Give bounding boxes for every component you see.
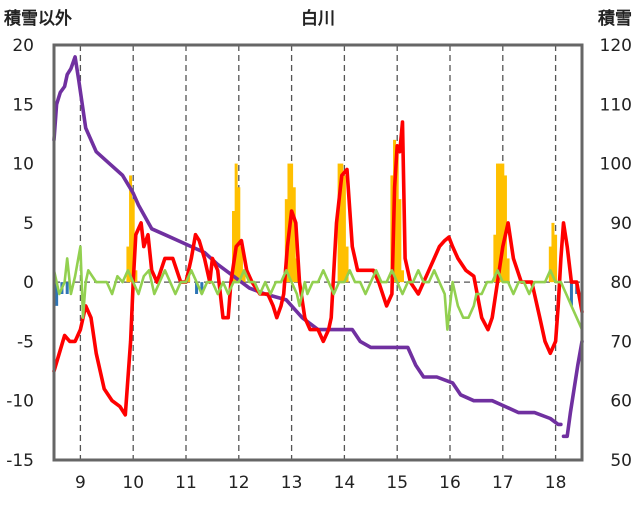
bar-s2-21 <box>395 151 399 283</box>
bar-s3-5 <box>569 282 573 306</box>
x-tick-label: 17 <box>492 473 514 493</box>
left-tick-label: 5 <box>23 214 34 234</box>
bar-s2-14 <box>295 258 299 283</box>
bar-s2-26 <box>498 163 502 283</box>
bar-s3-2 <box>65 282 69 294</box>
bar-s2-6 <box>234 163 238 283</box>
bar-s2-24 <box>493 234 497 283</box>
bar-s2-25 <box>496 163 500 283</box>
bar-s2-0 <box>126 246 130 283</box>
left-tick-label: 10 <box>12 155 34 175</box>
bar-s3-3 <box>195 282 199 294</box>
right-tick-label: 100 <box>600 155 632 175</box>
series-line-4 <box>52 120 584 417</box>
axes <box>52 43 584 462</box>
bar-s2-8 <box>239 246 243 283</box>
bar-s2-17 <box>342 175 346 283</box>
bar-s3-0 <box>55 282 59 306</box>
x-tick-label: 18 <box>545 473 567 493</box>
bar-s3-4 <box>200 282 204 294</box>
x-tick-label: 10 <box>122 473 144 493</box>
right-tick-label: 90 <box>610 214 632 234</box>
line-series <box>52 55 584 439</box>
x-tick-label: 9 <box>75 473 86 493</box>
bar-s2-22 <box>398 199 402 283</box>
right-tick-label: 120 <box>600 36 632 56</box>
right-tick-label: 70 <box>610 332 632 352</box>
bar-s2-15 <box>337 163 341 283</box>
bar-s2-7 <box>237 187 241 283</box>
bar-s2-13 <box>292 187 296 283</box>
plot-frame <box>52 43 584 462</box>
x-tick-label: 14 <box>334 473 356 493</box>
left-tick-label: -15 <box>6 451 34 471</box>
right-axis-label: 積雪 <box>598 8 632 29</box>
bar-s2-32 <box>554 234 558 283</box>
bar-s2-16 <box>340 163 344 283</box>
bar-s2-31 <box>551 222 555 283</box>
left-tick-label: 15 <box>12 95 34 115</box>
left-tick-label: -5 <box>17 332 34 352</box>
x-tick-label: 11 <box>175 473 197 493</box>
x-tick-label: 16 <box>439 473 461 493</box>
right-tick-label: 60 <box>610 392 632 412</box>
bar-s2-3 <box>134 270 138 283</box>
left-tick-label: 0 <box>23 273 34 293</box>
right-tick-label: 50 <box>610 451 632 471</box>
right-tick-label: 80 <box>610 273 632 293</box>
left-tick-label: 20 <box>12 36 34 56</box>
bar-s2-27 <box>501 163 505 283</box>
bar-s2-5 <box>232 211 236 283</box>
x-tick-label: 13 <box>281 473 303 493</box>
x-tick-label: 12 <box>228 473 250 493</box>
bar-s2-1 <box>129 175 133 283</box>
bar-s2-29 <box>506 258 510 283</box>
bar-s2-18 <box>345 246 349 283</box>
series-line-5 <box>52 245 584 331</box>
left-tick-label: -10 <box>6 392 34 412</box>
left-axis-label: 積雪以外 <box>4 8 72 29</box>
x-tick-label: 15 <box>386 473 408 493</box>
bar-s2-2 <box>131 199 135 283</box>
right-tick-label: 110 <box>600 95 632 115</box>
bar-s2-30 <box>548 246 552 283</box>
series-line-1 <box>561 339 584 439</box>
chart-title: 白川 <box>301 8 335 29</box>
bar-s2-23 <box>400 270 404 283</box>
bar-s2-9 <box>242 270 246 283</box>
